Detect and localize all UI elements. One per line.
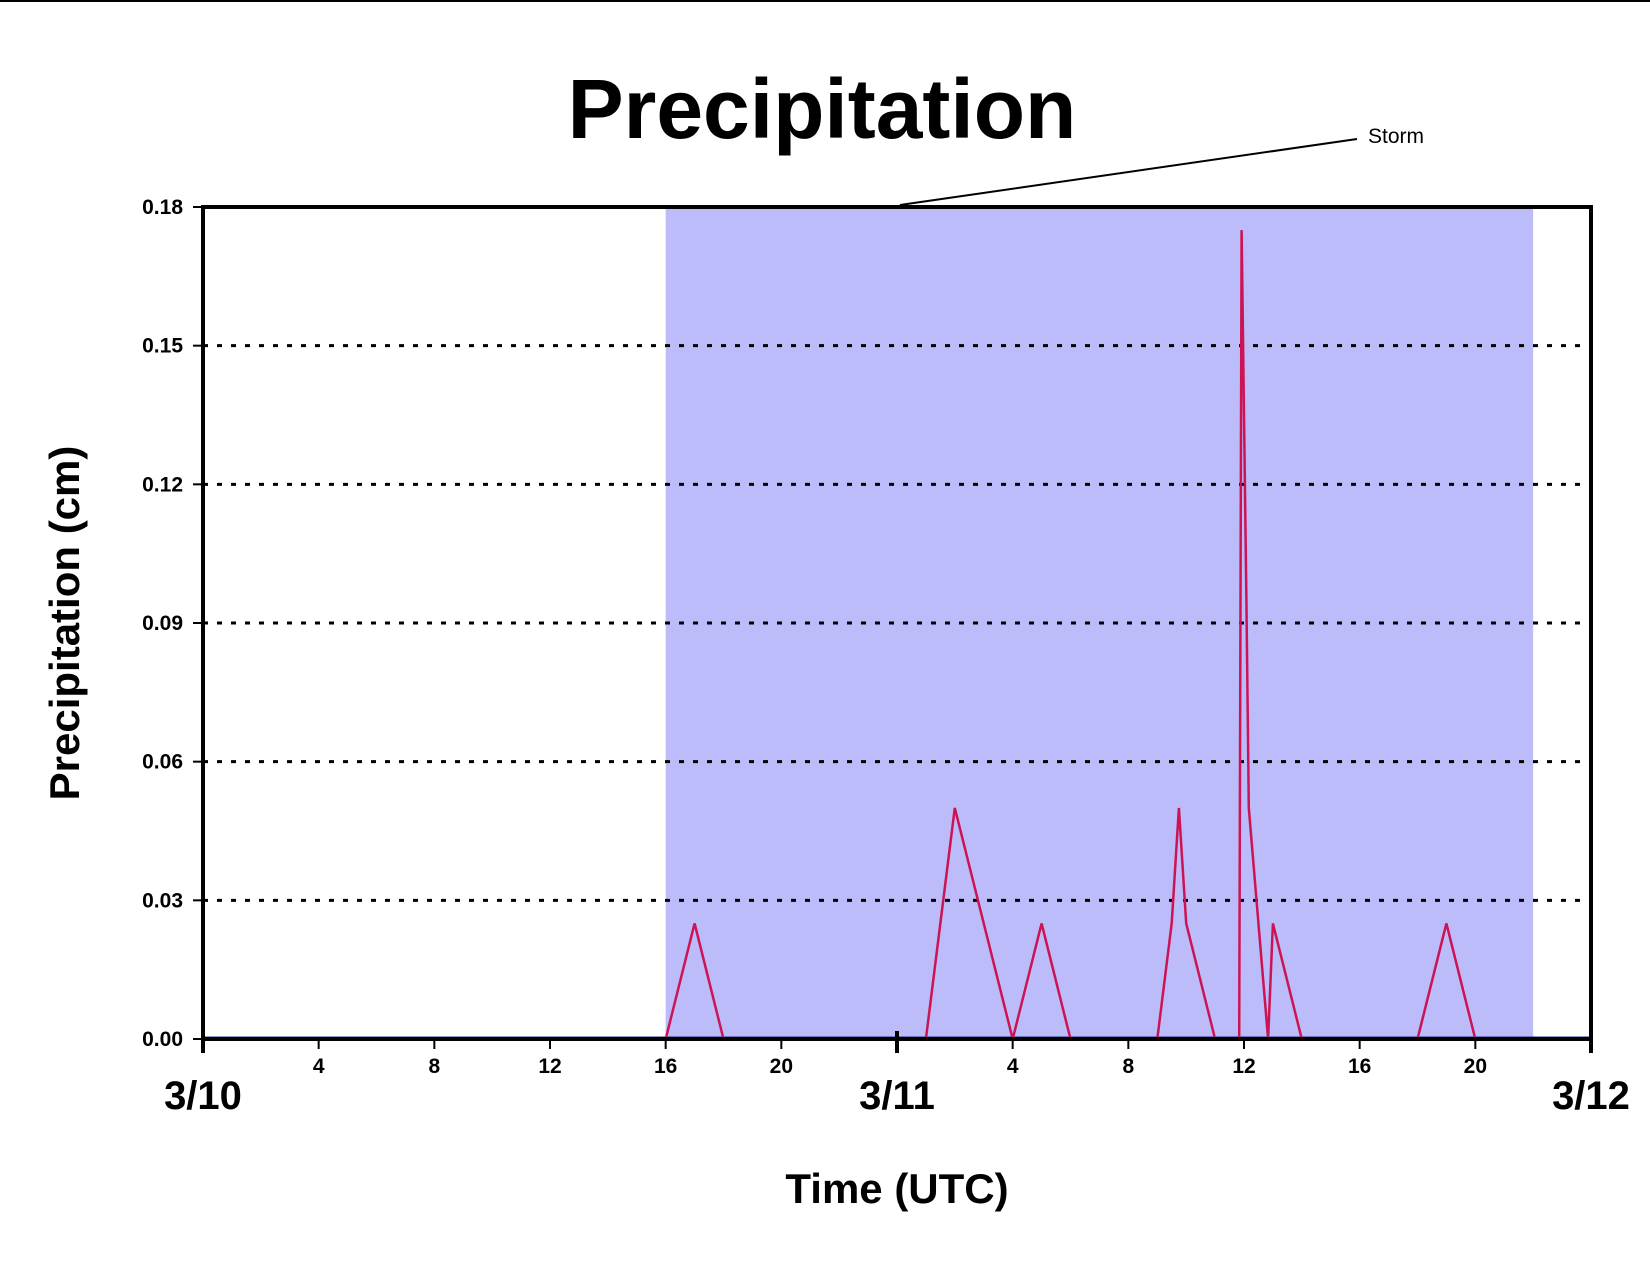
plot-area: 0.00 0.03 0.06 0.09 0.12 0.15 0.18 4 8 12 16 20 4 8 12… — [142, 125, 1630, 1118]
x-tick-label: 16 — [654, 1055, 677, 1078]
y-tick-label: 0.06 — [142, 751, 183, 774]
precipitation-series-line — [203, 230, 1591, 1041]
x-day-label: 3/11 — [859, 1074, 935, 1118]
y-axis-label: Precipitation (cm) — [41, 446, 88, 801]
x-day-label: 3/10 — [164, 1074, 242, 1118]
x-tick-label: 4 — [1007, 1055, 1019, 1078]
y-tick-label: 0.15 — [142, 335, 183, 358]
y-tick-label: 0.09 — [142, 612, 183, 635]
x-day-label: 3/12 — [1552, 1074, 1630, 1118]
storm-annotation-leader-line — [899, 138, 1358, 206]
chart-title: Precipitation — [568, 62, 1077, 156]
y-tick-label: 0.12 — [142, 473, 183, 496]
x-tick-label: 8 — [428, 1055, 440, 1078]
x-axis-label: Time (UTC) — [785, 1165, 1008, 1212]
y-tick-label: 0.03 — [142, 889, 183, 912]
x-tick-label: 8 — [1122, 1055, 1134, 1078]
x-tick-label: 20 — [1464, 1055, 1487, 1078]
y-tick-label: 0.00 — [142, 1028, 183, 1051]
storm-annotation-label: Storm — [1368, 125, 1424, 148]
y-tick-label: 0.18 — [142, 196, 183, 219]
x-tick-label: 12 — [538, 1055, 561, 1078]
x-tick-label: 20 — [770, 1055, 793, 1078]
x-tick-label: 12 — [1232, 1055, 1255, 1078]
x-tick-label: 16 — [1348, 1055, 1371, 1078]
x-tick-label: 4 — [313, 1055, 325, 1078]
